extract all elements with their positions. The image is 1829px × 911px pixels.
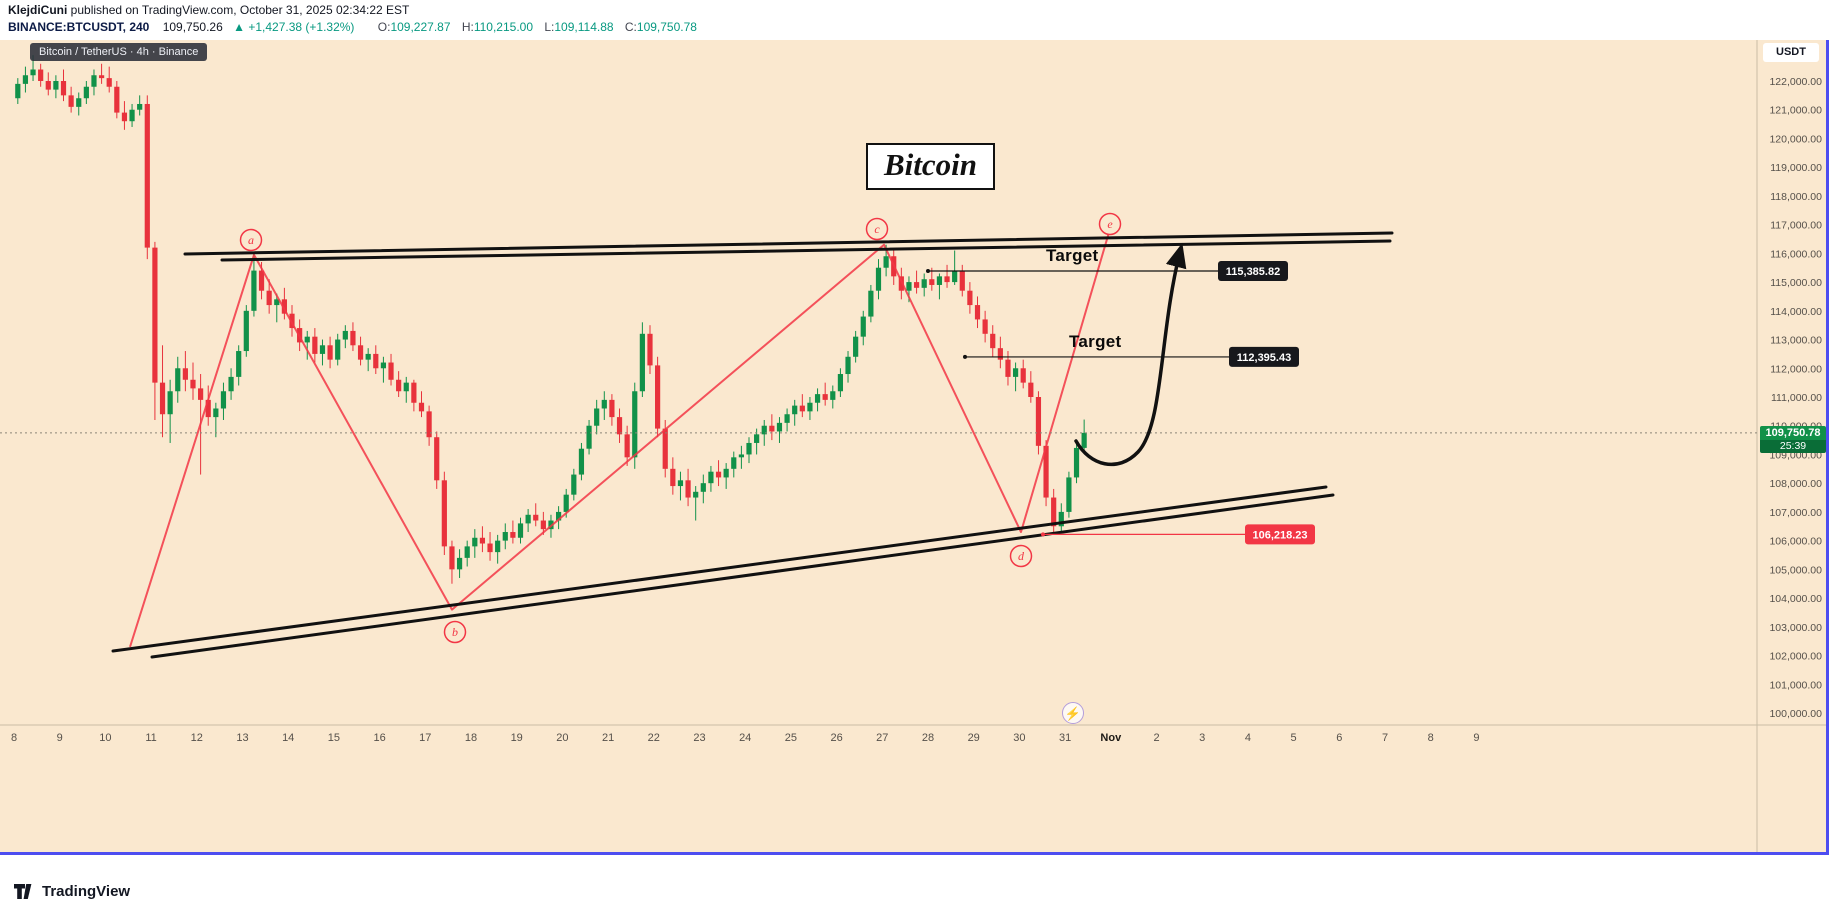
currency-axis-label[interactable]: USDT [1763,43,1819,62]
chart-legend[interactable]: Bitcoin / TetherUS · 4h · Binance [30,43,208,61]
author-link[interactable]: KlejdiCuni [8,3,68,17]
low-label: L: [544,20,555,34]
current-price-badge: 109,750.78 25:39 [1760,425,1826,453]
close-label: C: [624,20,637,34]
quote-line: BINANCE:BTCUSDT, 240 109,750.26 ▲ +1,427… [8,20,697,34]
price-change: +1,427.38 (+1.32%) [248,20,355,34]
chart-title-annotation: Bitcoin [866,143,996,190]
high-label: H: [461,20,474,34]
up-triangle-icon: ▲ [233,20,245,34]
open-value: 109,227.87 [390,20,451,34]
publish-info: published on TradingView.com, October 31… [67,3,410,17]
candle-countdown: 25:39 [1760,439,1826,453]
last-price: 109,750.26 [162,20,223,34]
byline: KlejdiCuni published on TradingView.com,… [8,3,409,17]
target-annotation-2: Target [1069,332,1122,351]
target-annotation-1: Target [1046,246,1099,265]
low-value: 109,114.88 [554,20,614,34]
tradingview-wordmark[interactable]: TradingView [42,883,131,900]
footer: TradingView [0,872,1829,911]
open-label: O: [377,20,391,34]
symbol-name[interactable]: BINANCE:BTCUSDT, 240 [8,20,150,34]
idea-lightning-icon[interactable]: ⚡ [1062,702,1084,724]
tradingview-logo-icon[interactable] [14,884,35,899]
current-price-value: 109,750.78 [1760,425,1826,440]
high-value: 110,215.00 [473,20,534,34]
close-value: 109,750.78 [636,20,697,34]
